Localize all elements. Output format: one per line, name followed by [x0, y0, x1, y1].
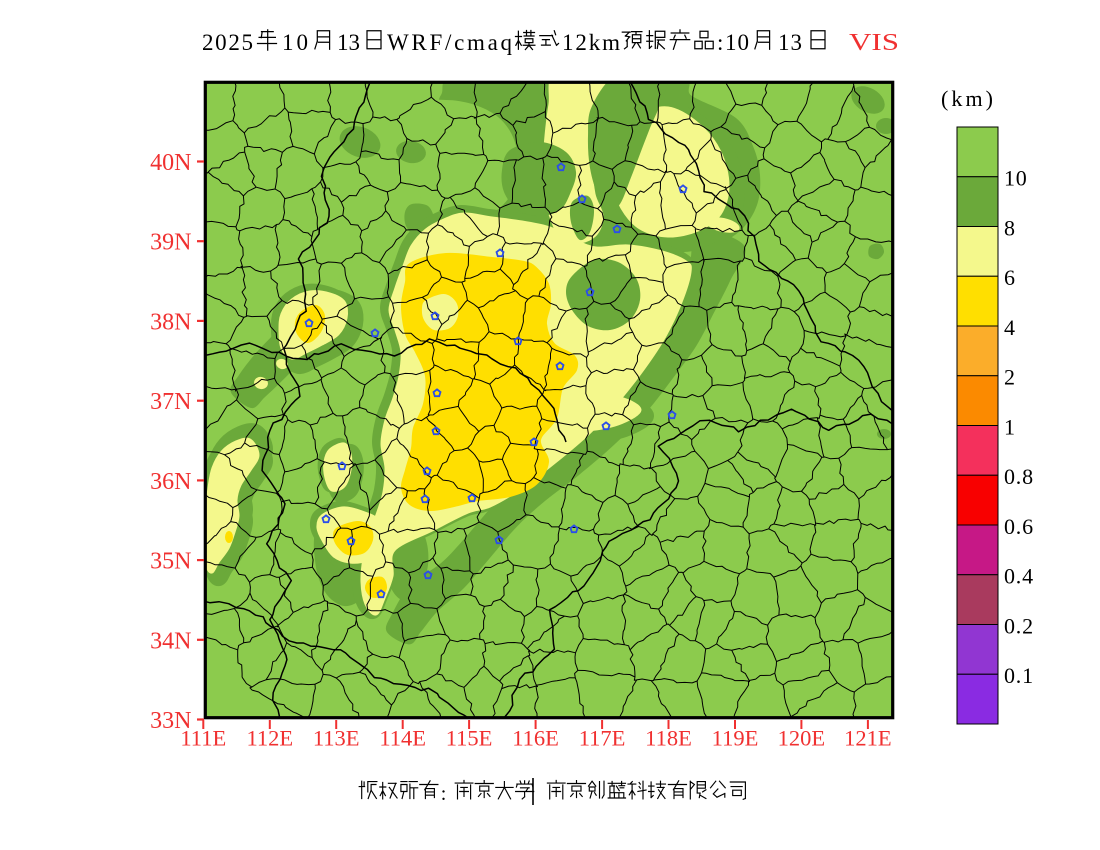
- svg-text:12km: 12km: [562, 30, 620, 55]
- svg-text:2: 2: [1004, 365, 1016, 390]
- svg-text:10: 10: [1004, 166, 1028, 191]
- svg-text:118E: 118E: [645, 726, 692, 751]
- svg-text:114E: 114E: [379, 726, 426, 751]
- svg-text:0.6: 0.6: [1004, 514, 1034, 539]
- svg-text:1: 1: [1004, 414, 1016, 439]
- svg-text:4: 4: [1004, 315, 1016, 340]
- svg-text:115E: 115E: [446, 726, 493, 751]
- svg-text:38N: 38N: [150, 309, 191, 335]
- svg-text:35N: 35N: [150, 549, 191, 575]
- svg-text:0.4: 0.4: [1004, 564, 1034, 589]
- svg-text:39N: 39N: [150, 230, 191, 256]
- svg-text:113E: 113E: [313, 726, 360, 751]
- svg-text:37N: 37N: [150, 389, 191, 415]
- svg-text:0.2: 0.2: [1004, 613, 1034, 638]
- svg-text:10: 10: [725, 30, 749, 55]
- svg-text:6: 6: [1004, 265, 1016, 290]
- svg-text:36N: 36N: [150, 469, 191, 495]
- svg-text:40N: 40N: [150, 150, 191, 176]
- svg-text:0.1: 0.1: [1004, 663, 1034, 688]
- svg-text:2025: 2025: [202, 30, 253, 55]
- svg-text:WRF/cmaq: WRF/cmaq: [387, 30, 513, 55]
- svg-text:VIS: VIS: [849, 30, 899, 56]
- svg-text:8: 8: [1004, 215, 1016, 240]
- svg-text:121E: 121E: [844, 726, 892, 751]
- svg-text:111E: 111E: [180, 726, 226, 751]
- svg-text:112E: 112E: [246, 726, 293, 751]
- svg-text:119E: 119E: [712, 726, 759, 751]
- svg-text:120E: 120E: [778, 726, 826, 751]
- svg-text:0.8: 0.8: [1004, 464, 1034, 489]
- svg-text:13: 13: [337, 30, 360, 55]
- svg-text:116E: 116E: [512, 726, 559, 751]
- svg-text:117E: 117E: [579, 726, 626, 751]
- svg-text::: :: [441, 783, 447, 805]
- svg-text::: :: [717, 30, 723, 55]
- svg-text:34N: 34N: [150, 628, 191, 654]
- svg-text:33N: 33N: [150, 708, 191, 734]
- svg-text:13: 13: [778, 30, 802, 55]
